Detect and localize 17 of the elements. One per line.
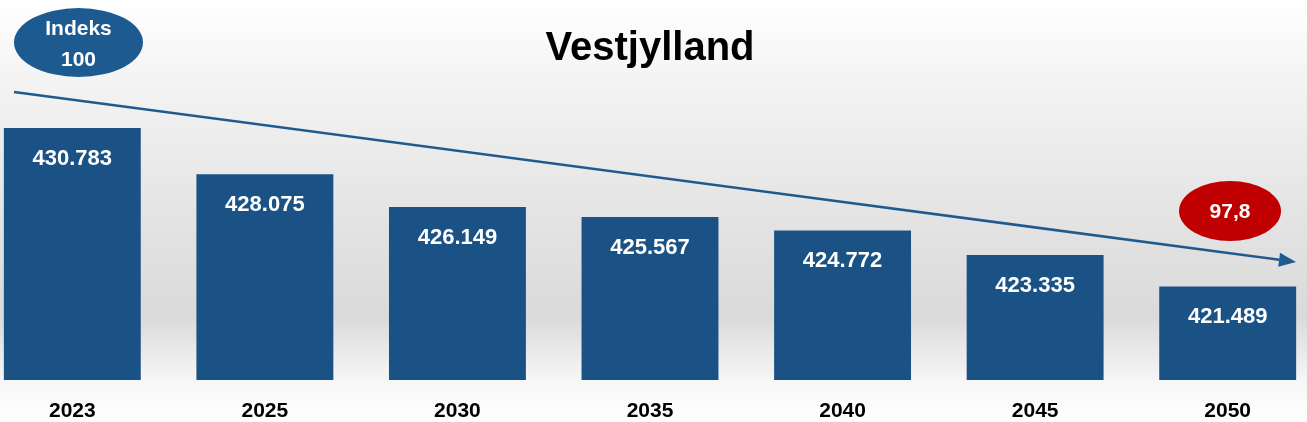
data-label: 428.075 bbox=[225, 191, 305, 217]
x-tick-label: 2030 bbox=[434, 397, 481, 421]
data-label: 423.335 bbox=[995, 271, 1075, 297]
annotation: 97,8 bbox=[1208, 198, 1252, 224]
chart-title: Vestjylland bbox=[545, 24, 755, 68]
x-tick-label: 2035 bbox=[626, 397, 674, 421]
x-tick-label: 2050 bbox=[1204, 397, 1252, 421]
data-label: 430.783 bbox=[32, 145, 113, 170]
data-label: 424.772 bbox=[802, 247, 883, 273]
data-label: 426.149 bbox=[417, 223, 498, 249]
x-tick-label: 2040 bbox=[819, 397, 866, 421]
x-tick-label: 2045 bbox=[1011, 397, 1059, 421]
x-tick-label: 2025 bbox=[241, 397, 289, 421]
text: Indeks 100 bbox=[44, 14, 113, 72]
data-label: 421.489 bbox=[1187, 303, 1268, 329]
data-label: 425.567 bbox=[610, 233, 690, 259]
x-tick-label: 2023 bbox=[48, 397, 96, 421]
